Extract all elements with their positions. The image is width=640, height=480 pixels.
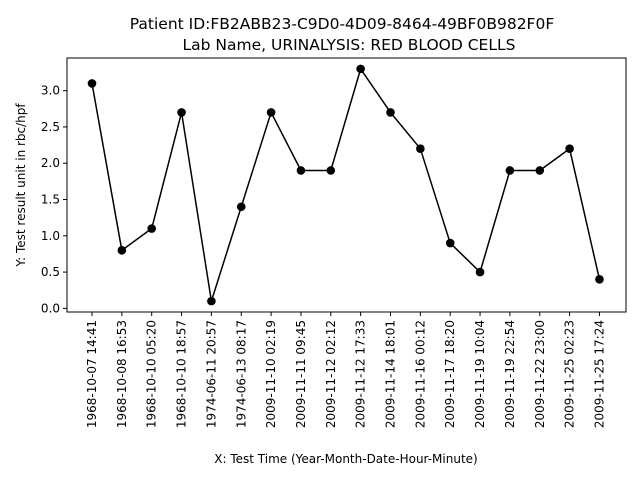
y-tick-label: 1.5 [41, 193, 60, 207]
x-tick-label: 1968-10-07 14:41 [85, 320, 99, 428]
chart-title-line-1: Patient ID:FB2ABB23-C9D0-4D09-8464-49BF0… [130, 15, 555, 33]
x-tick-label: 2009-11-25 02:23 [563, 320, 577, 428]
x-tick-label: 2009-11-11 09:45 [294, 320, 308, 428]
data-point [535, 166, 545, 175]
data-point [296, 166, 306, 175]
y-tick-label: 2.5 [41, 120, 60, 134]
data-point [416, 144, 425, 154]
x-tick-label: 2009-11-14 18:01 [384, 320, 398, 428]
x-tick-label: 2009-11-19 22:54 [503, 320, 517, 428]
series-line [91, 68, 601, 302]
x-tick-label: 2009-11-17 18:20 [443, 320, 457, 428]
x-tick-label: 2009-11-12 02:12 [324, 320, 338, 428]
y-axis-label: Y: Test result unit in rbc/hpf [14, 103, 28, 268]
x-tick-label: 2009-11-16 00:12 [413, 320, 427, 428]
data-point [236, 202, 246, 212]
y-tick-label: 3.0 [41, 84, 60, 98]
data-point [386, 108, 395, 117]
data-point [356, 64, 365, 74]
data-point [475, 267, 485, 277]
x-tick-label: 1974-06-13 08:17 [234, 320, 248, 428]
x-tick-label: 1968-10-10 05:20 [145, 320, 159, 428]
data-point [87, 79, 97, 88]
y-tick-label: 1.0 [41, 229, 60, 243]
data-point [565, 144, 574, 154]
data-point [595, 275, 604, 284]
x-tick-label: 2009-11-25 17:24 [592, 320, 606, 428]
data-point [117, 246, 127, 255]
x-tick-label: 1974-06-11 20:57 [204, 320, 218, 428]
chart-title-line-2: Lab Name, URINALYSIS: RED BLOOD CELLS [183, 36, 516, 54]
x-tick-label: 2009-11-22 23:00 [533, 320, 547, 428]
x-axis-ticks: 1968-10-07 14:41 1968-10-08 16:53 1968-10-… [85, 312, 606, 428]
y-tick-label: 2.0 [41, 156, 60, 170]
data-series [87, 64, 604, 306]
data-point [147, 224, 156, 233]
y-axis-ticks: 0.0 0.5 1.0 1.5 2.0 2.5 3.0 [41, 84, 67, 315]
data-point [505, 166, 515, 175]
data-point [326, 166, 336, 175]
data-point [177, 108, 186, 117]
data-point [266, 108, 276, 117]
x-tick-label: 2009-11-19 10:04 [473, 320, 487, 428]
y-tick-label: 0.5 [41, 265, 60, 279]
x-tick-label: 2009-11-12 17:33 [354, 320, 368, 428]
x-tick-label: 1968-10-10 18:57 [175, 320, 189, 428]
data-point [445, 238, 455, 248]
plot-frame [66, 57, 627, 313]
x-tick-label: 2009-11-10 02:19 [264, 320, 278, 428]
data-point [207, 296, 216, 306]
y-tick-label: 0.0 [41, 301, 60, 315]
x-axis-label: X: Test Time (Year-Month-Date-Hour-Minut… [214, 452, 477, 466]
x-tick-label: 1968-10-08 16:53 [115, 320, 129, 428]
